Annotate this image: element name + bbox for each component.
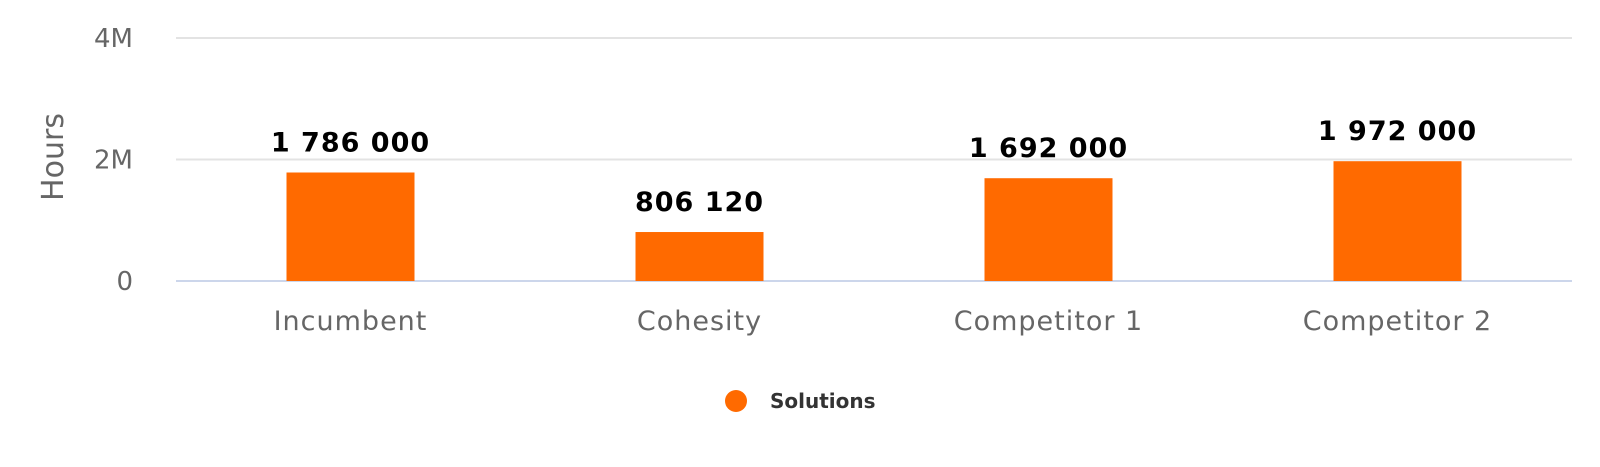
legend-label[interactable]: Solutions	[770, 389, 876, 413]
legend[interactable]: Solutions	[725, 389, 876, 413]
data-label: 806 120	[635, 187, 764, 218]
y-tick-label: 2M	[94, 146, 133, 176]
y-tick-label: 0	[116, 267, 133, 297]
x-tick-label: Competitor 1	[954, 306, 1143, 337]
x-axis-ticks: Incumbent Cohesity Competitor 1 Competitor …	[274, 306, 1492, 337]
data-labels: 1 786 000 806 120 1 692 000 1 972 000	[271, 116, 1477, 218]
bar[interactable]	[984, 178, 1113, 281]
x-tick-label: Competitor 2	[1303, 306, 1492, 337]
bar[interactable]	[635, 232, 764, 281]
y-tick-label: 4M	[94, 24, 133, 54]
data-label: 1 692 000	[969, 133, 1128, 164]
data-label: 1 972 000	[1318, 116, 1477, 147]
bar[interactable]	[1333, 161, 1462, 281]
y-axis-ticks: 0 2M 4M	[94, 24, 133, 297]
legend-marker[interactable]	[725, 390, 747, 412]
y-axis-title: Hours	[36, 113, 71, 201]
x-tick-label: Incumbent	[274, 306, 428, 337]
data-label: 1 786 000	[271, 128, 430, 159]
x-tick-label: Cohesity	[637, 306, 762, 337]
bars	[286, 161, 1462, 281]
bar[interactable]	[286, 172, 415, 281]
